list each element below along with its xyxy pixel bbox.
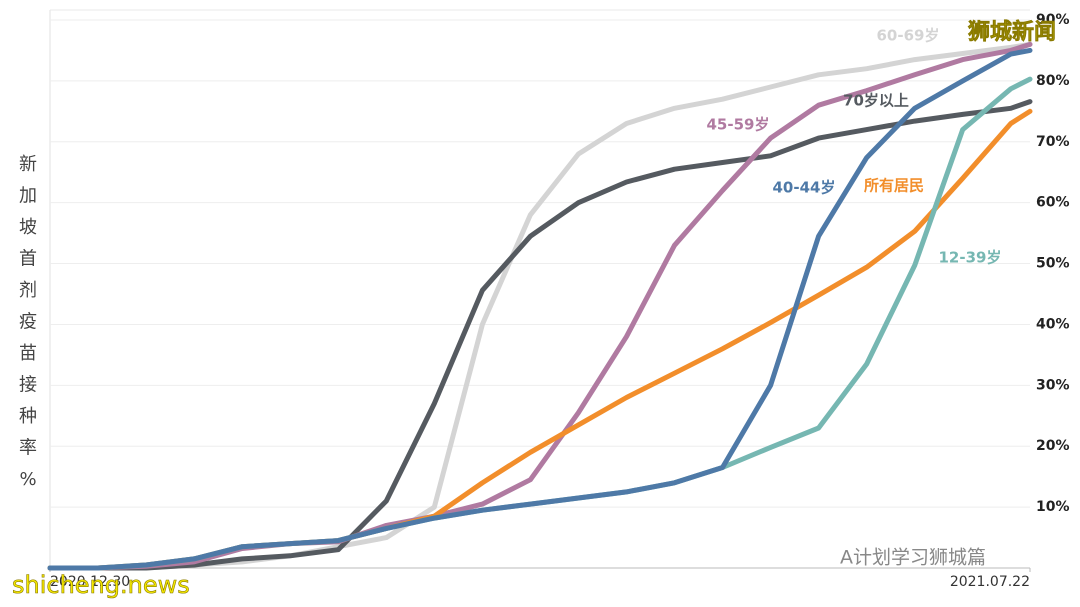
series-label: 所有居民 (864, 177, 924, 195)
y-tick-label: 20% (1036, 438, 1070, 454)
series-line (47, 76, 1033, 571)
series-line (47, 99, 1033, 571)
watermark: A计划学习狮城篇 (840, 547, 986, 569)
y-tick-label: 50% (1036, 256, 1070, 272)
y-tick-label: 70% (1036, 134, 1070, 150)
grid: 10% 20% 30% 40% 50% 60% 70% 80% 90% 2020.12.30 202… (49, 12, 1070, 590)
series-line (47, 47, 1033, 571)
series-label: 12-39岁 (939, 249, 1002, 267)
x-tick-label: 2021.07.22 (950, 574, 1030, 590)
series-label: 60-69岁 (877, 27, 940, 45)
x-tick-label: 2020.12.30 (50, 574, 130, 590)
series-line (47, 41, 1033, 571)
y-axis-label: 新加坡首剂疫苗接种率% (19, 154, 37, 490)
watermark: shicheng.news (12, 571, 190, 599)
y-tick-label: 60% (1036, 195, 1070, 211)
watermark: 狮城新闻 (968, 19, 1056, 45)
y-axis-label: 新加坡首剂疫苗接种率% (19, 154, 37, 490)
series-label: 45-59岁 (707, 116, 770, 134)
lines (47, 41, 1033, 571)
series-line (47, 41, 1033, 571)
series-label: 70岁以上 (843, 92, 909, 110)
y-tick-label: 40% (1036, 316, 1070, 332)
y-tick-label: 10% (1036, 499, 1070, 515)
y-tick-label: 80% (1036, 73, 1070, 89)
y-tick-label: 90% (1036, 12, 1070, 28)
series-label: 40-44岁 (773, 179, 836, 197)
y-tick-label: 30% (1036, 377, 1070, 393)
